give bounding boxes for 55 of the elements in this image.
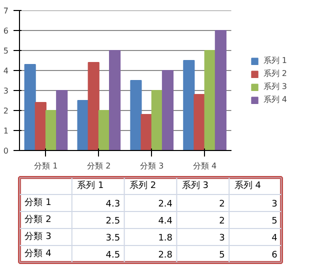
data-label: 3: [219, 234, 225, 244]
bar: [151, 90, 163, 150]
bar: [77, 100, 89, 150]
x-tick-label: 分類 1: [34, 162, 58, 170]
bar: [109, 50, 121, 150]
bar: [214, 30, 226, 150]
legend-label: 系列 2: [263, 68, 287, 79]
bar: [34, 102, 46, 150]
data-label: 3: [272, 200, 278, 210]
bar: [56, 90, 68, 150]
x-tick-label: 分類 3: [140, 162, 164, 170]
data-label: 2: [219, 216, 225, 226]
y-tick-label: 6: [3, 26, 9, 36]
category-label: 分類 2: [24, 214, 52, 225]
data-label: 5: [219, 250, 225, 260]
legend-label: 系列 4: [263, 94, 287, 105]
y-tick-label: 3: [3, 86, 9, 96]
text: 系列 3: [182, 180, 209, 191]
legend-label: 系列 1: [263, 55, 287, 66]
data-label: 3.5: [106, 234, 120, 244]
bar: [194, 94, 206, 150]
y-tick-label: 7: [3, 6, 9, 16]
bar: [24, 64, 36, 150]
text: 系列 1: [77, 180, 104, 191]
y-tick-label: 2: [3, 106, 9, 116]
data-label: 4.4: [158, 216, 173, 226]
data-label: 2.5: [106, 216, 120, 226]
category-label: 分類 1: [24, 197, 52, 208]
bar: [98, 110, 110, 150]
category-label: 分類 4: [24, 248, 52, 259]
bar: [162, 70, 174, 150]
y-tick-label: 1: [3, 126, 9, 136]
data-label: 4: [272, 234, 278, 244]
bar: [45, 110, 58, 150]
y-tick-label: 0: [3, 146, 9, 156]
bar: [88, 62, 100, 150]
bar: [130, 80, 142, 150]
legend-label: 系列 3: [263, 81, 287, 92]
data-label: 1.8: [158, 234, 173, 244]
data-label: 2.4: [158, 200, 173, 210]
x-tick-label: 分類 2: [87, 162, 111, 170]
y-tick-label: 4: [3, 66, 9, 76]
text: 系列 4: [234, 180, 262, 191]
text: 系列 2: [130, 180, 156, 191]
data-label: 4.5: [106, 250, 120, 260]
y-tick-label: 5: [3, 46, 9, 56]
data-label: 4.3: [106, 200, 120, 210]
category-label: 分類 3: [24, 231, 52, 242]
data-label: 6: [272, 250, 278, 260]
data-label: 5: [272, 216, 278, 226]
data-label: 2.8: [158, 250, 173, 260]
bar: [183, 60, 195, 150]
data-label: 2: [219, 200, 225, 210]
bar: [204, 50, 216, 150]
x-tick-label: 分類 4: [192, 162, 217, 170]
